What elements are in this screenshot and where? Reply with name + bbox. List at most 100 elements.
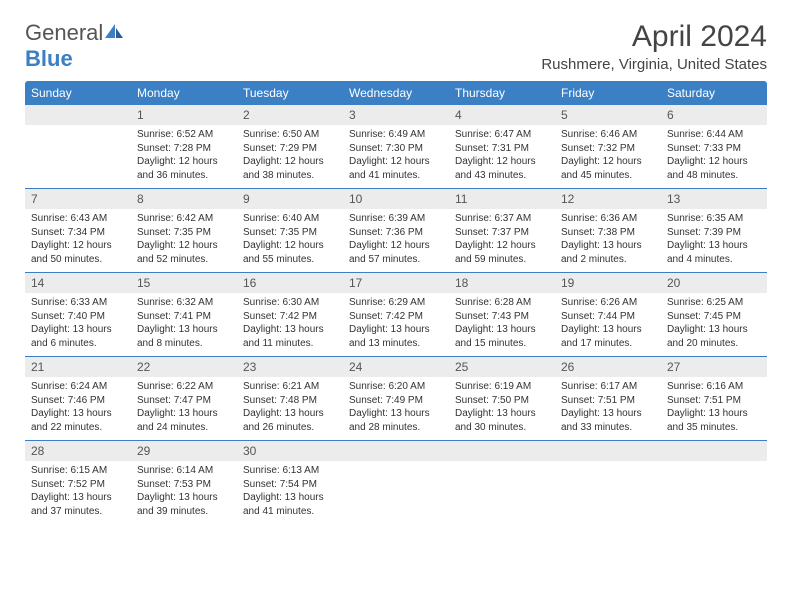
day-daylight1: Daylight: 13 hours: [667, 239, 761, 253]
day-sunset: Sunset: 7:49 PM: [349, 394, 443, 408]
day-cell: 3Sunrise: 6:49 AMSunset: 7:30 PMDaylight…: [343, 105, 449, 188]
day-daylight2: and 20 minutes.: [667, 337, 761, 351]
day-sunrise: Sunrise: 6:44 AM: [667, 128, 761, 142]
day-header-friday: Friday: [555, 81, 661, 105]
day-daylight2: and 50 minutes.: [31, 253, 125, 267]
day-cell: [449, 441, 555, 524]
day-daylight1: Daylight: 12 hours: [455, 239, 549, 253]
day-sunrise: Sunrise: 6:50 AM: [243, 128, 337, 142]
day-daylight2: and 43 minutes.: [455, 169, 549, 183]
day-number: [661, 441, 767, 461]
day-sunset: Sunset: 7:37 PM: [455, 226, 549, 240]
day-sunset: Sunset: 7:38 PM: [561, 226, 655, 240]
day-daylight1: Daylight: 13 hours: [561, 407, 655, 421]
day-header-saturday: Saturday: [661, 81, 767, 105]
day-sunset: Sunset: 7:30 PM: [349, 142, 443, 156]
day-daylight1: Daylight: 13 hours: [137, 407, 231, 421]
day-cell: 19Sunrise: 6:26 AMSunset: 7:44 PMDayligh…: [555, 273, 661, 356]
day-daylight1: Daylight: 13 hours: [137, 491, 231, 505]
location-text: Rushmere, Virginia, United States: [541, 56, 767, 73]
day-daylight2: and 2 minutes.: [561, 253, 655, 267]
day-daylight2: and 17 minutes.: [561, 337, 655, 351]
day-sunset: Sunset: 7:47 PM: [137, 394, 231, 408]
day-details: [555, 461, 661, 521]
day-cell: 18Sunrise: 6:28 AMSunset: 7:43 PMDayligh…: [449, 273, 555, 356]
logo-sail-icon: [105, 20, 123, 45]
day-number: 16: [237, 273, 343, 293]
day-number: 4: [449, 105, 555, 125]
day-cell: 1Sunrise: 6:52 AMSunset: 7:28 PMDaylight…: [131, 105, 237, 188]
day-cell: 22Sunrise: 6:22 AMSunset: 7:47 PMDayligh…: [131, 357, 237, 440]
logo: General Blue: [25, 20, 123, 72]
day-cell: 23Sunrise: 6:21 AMSunset: 7:48 PMDayligh…: [237, 357, 343, 440]
day-details: [661, 461, 767, 521]
day-details: Sunrise: 6:15 AMSunset: 7:52 PMDaylight:…: [25, 461, 131, 524]
day-cell: 2Sunrise: 6:50 AMSunset: 7:29 PMDaylight…: [237, 105, 343, 188]
day-details: Sunrise: 6:24 AMSunset: 7:46 PMDaylight:…: [25, 377, 131, 440]
day-number: 23: [237, 357, 343, 377]
day-details: Sunrise: 6:39 AMSunset: 7:36 PMDaylight:…: [343, 209, 449, 272]
day-number: 21: [25, 357, 131, 377]
day-number: 6: [661, 105, 767, 125]
day-daylight1: Daylight: 13 hours: [31, 491, 125, 505]
day-sunset: Sunset: 7:39 PM: [667, 226, 761, 240]
day-details: Sunrise: 6:26 AMSunset: 7:44 PMDaylight:…: [555, 293, 661, 356]
day-daylight1: Daylight: 13 hours: [31, 323, 125, 337]
day-details: Sunrise: 6:50 AMSunset: 7:29 PMDaylight:…: [237, 125, 343, 188]
day-sunset: Sunset: 7:33 PM: [667, 142, 761, 156]
day-daylight2: and 22 minutes.: [31, 421, 125, 435]
day-details: Sunrise: 6:21 AMSunset: 7:48 PMDaylight:…: [237, 377, 343, 440]
day-daylight1: Daylight: 13 hours: [455, 323, 549, 337]
day-sunrise: Sunrise: 6:43 AM: [31, 212, 125, 226]
day-daylight2: and 28 minutes.: [349, 421, 443, 435]
day-sunset: Sunset: 7:35 PM: [243, 226, 337, 240]
day-daylight2: and 55 minutes.: [243, 253, 337, 267]
day-cell: 21Sunrise: 6:24 AMSunset: 7:46 PMDayligh…: [25, 357, 131, 440]
day-cell: [343, 441, 449, 524]
day-number: 5: [555, 105, 661, 125]
day-number: 8: [131, 189, 237, 209]
day-details: Sunrise: 6:22 AMSunset: 7:47 PMDaylight:…: [131, 377, 237, 440]
day-daylight2: and 38 minutes.: [243, 169, 337, 183]
day-cell: 9Sunrise: 6:40 AMSunset: 7:35 PMDaylight…: [237, 189, 343, 272]
day-number: 26: [555, 357, 661, 377]
day-cell: 15Sunrise: 6:32 AMSunset: 7:41 PMDayligh…: [131, 273, 237, 356]
day-cell: 28Sunrise: 6:15 AMSunset: 7:52 PMDayligh…: [25, 441, 131, 524]
day-daylight2: and 13 minutes.: [349, 337, 443, 351]
day-details: Sunrise: 6:49 AMSunset: 7:30 PMDaylight:…: [343, 125, 449, 188]
day-sunset: Sunset: 7:42 PM: [243, 310, 337, 324]
day-cell: 30Sunrise: 6:13 AMSunset: 7:54 PMDayligh…: [237, 441, 343, 524]
day-sunrise: Sunrise: 6:25 AM: [667, 296, 761, 310]
day-number: 15: [131, 273, 237, 293]
weeks-container: 1Sunrise: 6:52 AMSunset: 7:28 PMDaylight…: [25, 105, 767, 524]
day-sunset: Sunset: 7:32 PM: [561, 142, 655, 156]
day-sunrise: Sunrise: 6:46 AM: [561, 128, 655, 142]
day-cell: 25Sunrise: 6:19 AMSunset: 7:50 PMDayligh…: [449, 357, 555, 440]
day-daylight2: and 45 minutes.: [561, 169, 655, 183]
day-daylight2: and 8 minutes.: [137, 337, 231, 351]
day-details: Sunrise: 6:40 AMSunset: 7:35 PMDaylight:…: [237, 209, 343, 272]
day-number: 11: [449, 189, 555, 209]
day-sunrise: Sunrise: 6:14 AM: [137, 464, 231, 478]
day-sunset: Sunset: 7:34 PM: [31, 226, 125, 240]
day-sunrise: Sunrise: 6:47 AM: [455, 128, 549, 142]
day-number: 27: [661, 357, 767, 377]
day-sunset: Sunset: 7:48 PM: [243, 394, 337, 408]
day-sunrise: Sunrise: 6:35 AM: [667, 212, 761, 226]
day-headers-row: Sunday Monday Tuesday Wednesday Thursday…: [25, 81, 767, 105]
day-cell: 4Sunrise: 6:47 AMSunset: 7:31 PMDaylight…: [449, 105, 555, 188]
day-daylight1: Daylight: 13 hours: [349, 407, 443, 421]
day-daylight1: Daylight: 13 hours: [455, 407, 549, 421]
day-daylight2: and 11 minutes.: [243, 337, 337, 351]
day-details: Sunrise: 6:17 AMSunset: 7:51 PMDaylight:…: [555, 377, 661, 440]
day-sunset: Sunset: 7:35 PM: [137, 226, 231, 240]
day-header-tuesday: Tuesday: [237, 81, 343, 105]
day-details: Sunrise: 6:29 AMSunset: 7:42 PMDaylight:…: [343, 293, 449, 356]
week-row: 1Sunrise: 6:52 AMSunset: 7:28 PMDaylight…: [25, 105, 767, 189]
day-cell: 12Sunrise: 6:36 AMSunset: 7:38 PMDayligh…: [555, 189, 661, 272]
day-sunrise: Sunrise: 6:36 AM: [561, 212, 655, 226]
day-details: Sunrise: 6:46 AMSunset: 7:32 PMDaylight:…: [555, 125, 661, 188]
day-daylight2: and 33 minutes.: [561, 421, 655, 435]
day-details: Sunrise: 6:37 AMSunset: 7:37 PMDaylight:…: [449, 209, 555, 272]
week-row: 21Sunrise: 6:24 AMSunset: 7:46 PMDayligh…: [25, 357, 767, 441]
